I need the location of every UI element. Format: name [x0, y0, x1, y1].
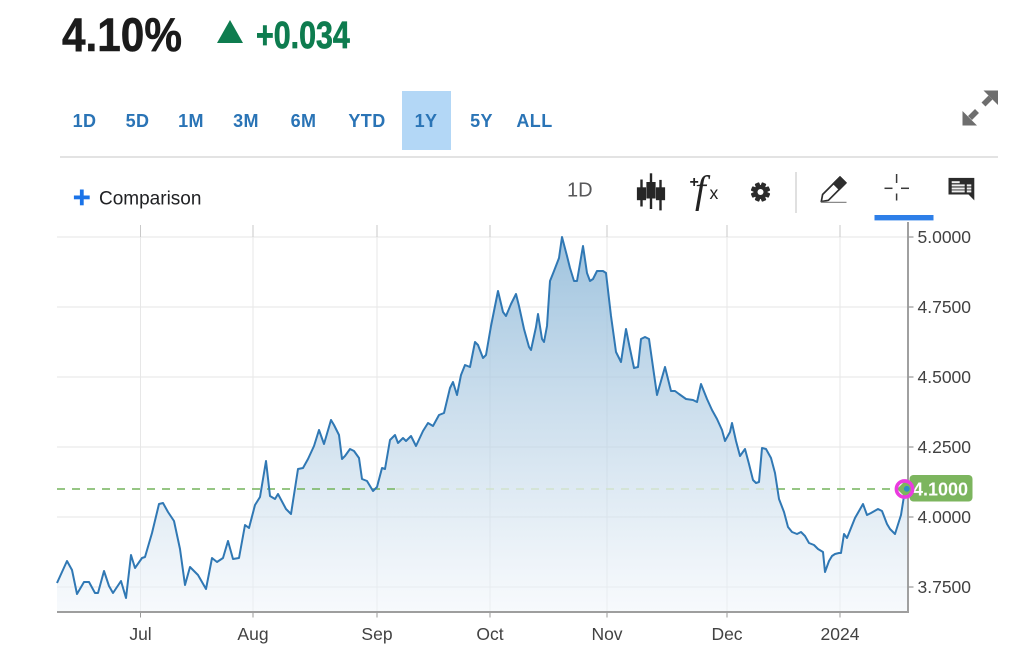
svg-text:Dec: Dec	[711, 624, 742, 644]
svg-text:Oct: Oct	[476, 624, 503, 644]
svg-text:Aug: Aug	[237, 624, 268, 644]
svg-text:4.7500: 4.7500	[918, 297, 972, 317]
svg-text:3.7500: 3.7500	[918, 577, 972, 597]
svg-text:1D: 1D	[567, 180, 593, 202]
svg-text:Comparison: Comparison	[99, 189, 201, 210]
svg-text:Jul: Jul	[129, 624, 151, 644]
svg-text:x: x	[710, 183, 719, 203]
svg-text:5.0000: 5.0000	[918, 227, 972, 247]
svg-text:4.1000: 4.1000	[913, 480, 968, 500]
svg-text:4.0000: 4.0000	[918, 507, 972, 527]
svg-text:+: +	[690, 174, 699, 191]
svg-text:Sep: Sep	[361, 624, 392, 644]
svg-text:Nov: Nov	[591, 624, 622, 644]
svg-text:2024: 2024	[821, 624, 860, 644]
svg-text:4.2500: 4.2500	[918, 437, 972, 457]
svg-text:4.5000: 4.5000	[918, 367, 972, 387]
